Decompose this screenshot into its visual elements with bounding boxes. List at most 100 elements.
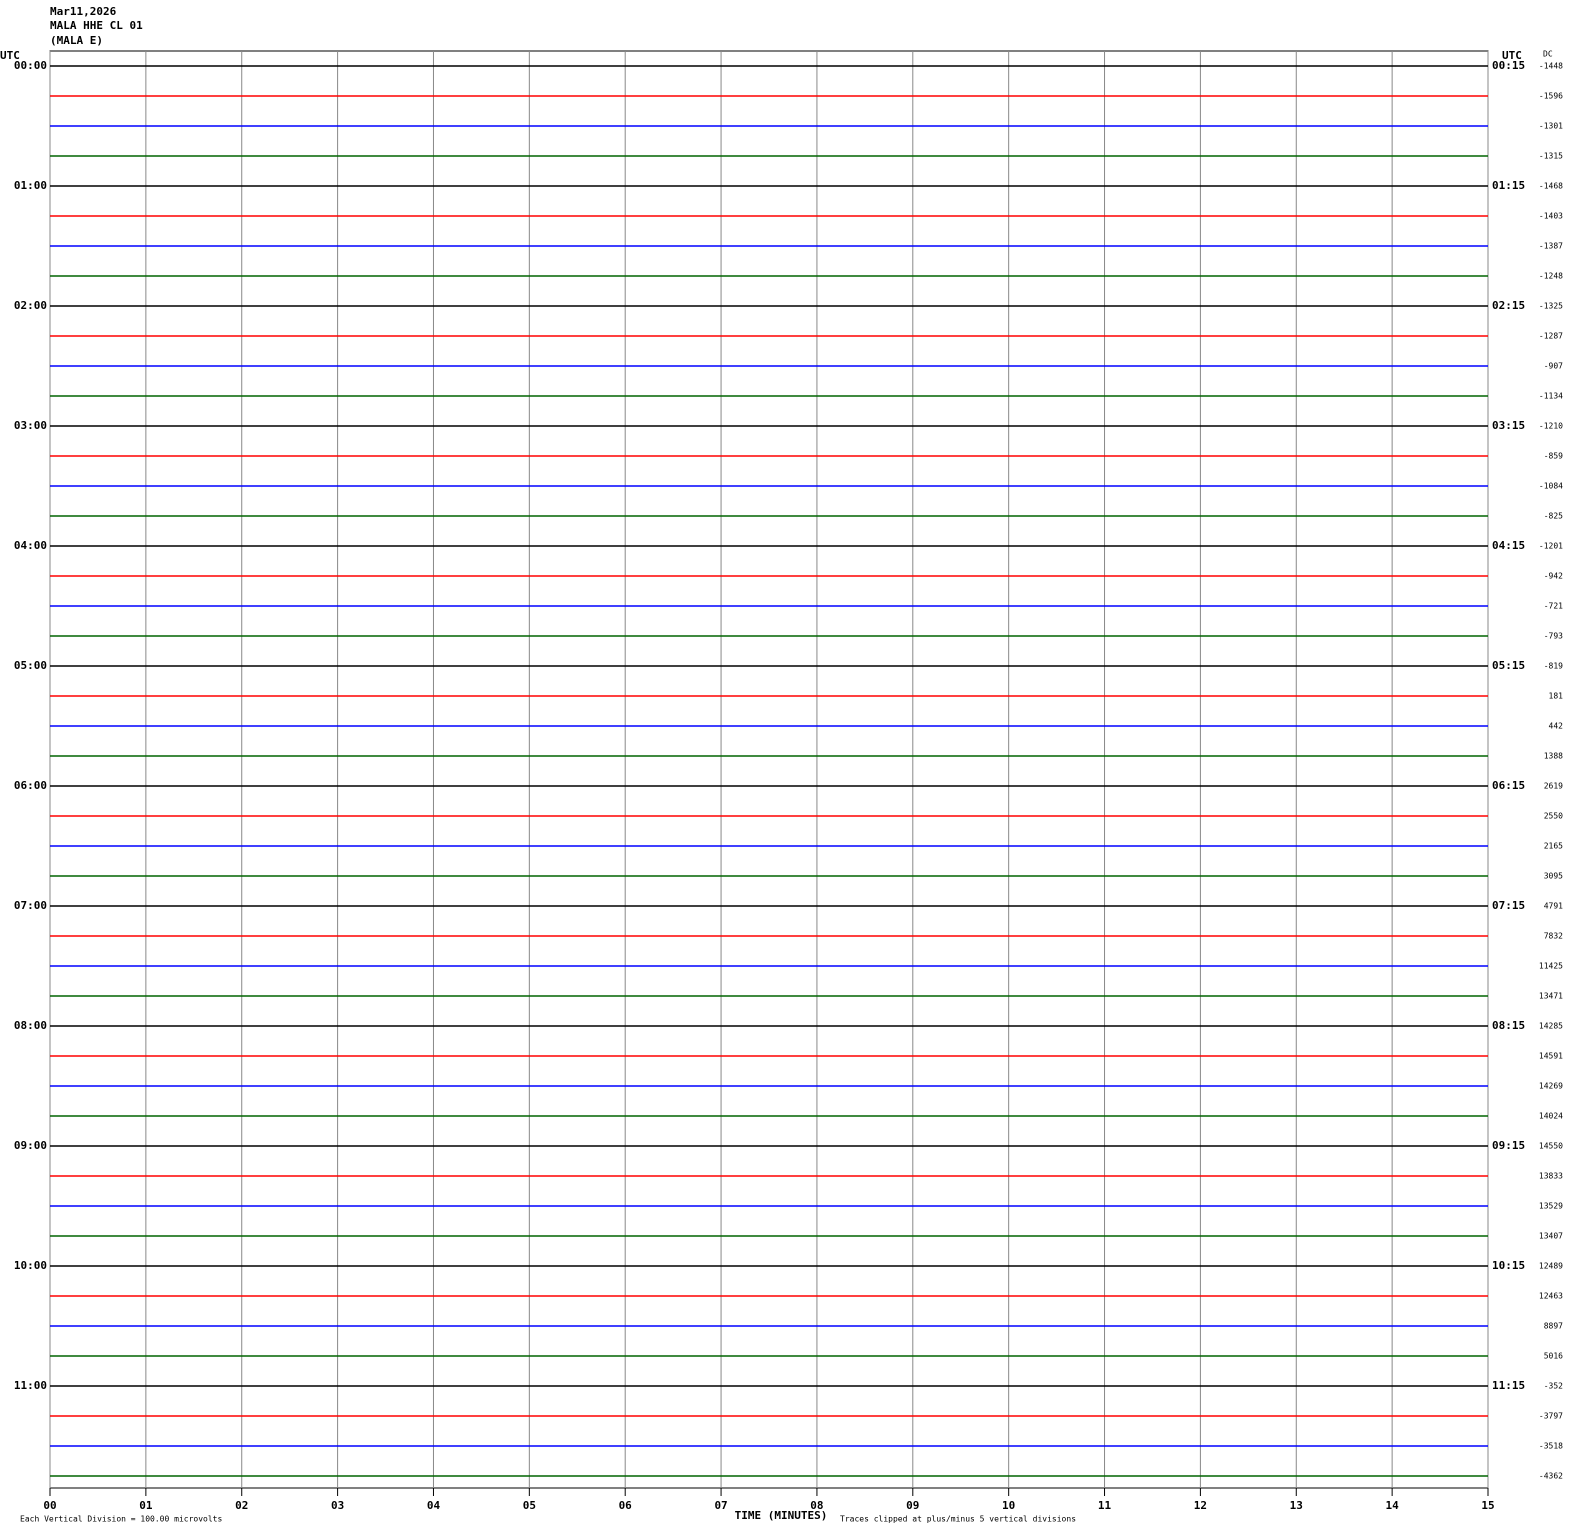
dc-value: -825 <box>1544 512 1563 521</box>
dc-value: 7832 <box>1544 932 1563 941</box>
dc-value: -1201 <box>1539 542 1563 551</box>
dc-value: 14285 <box>1539 1022 1563 1031</box>
dc-value: -4362 <box>1539 1472 1563 1481</box>
left-time-label: 06:00 <box>14 779 47 792</box>
right-time-label: 00:15 <box>1492 59 1525 72</box>
left-time-label: 09:00 <box>14 1139 47 1152</box>
right-time-label: 05:15 <box>1492 659 1525 672</box>
dc-value: 2550 <box>1544 812 1563 821</box>
dc-value: -1084 <box>1539 482 1563 491</box>
x-tick-label: 05 <box>523 1499 536 1512</box>
dc-value: 14024 <box>1539 1112 1563 1121</box>
clip-note: Traces clipped at plus/minus 5 vertical … <box>840 1515 1076 1524</box>
dc-value: 12463 <box>1539 1292 1563 1301</box>
dc-value: -907 <box>1544 362 1563 371</box>
dc-value: -1596 <box>1539 92 1563 101</box>
dc-value: -1325 <box>1539 302 1563 311</box>
x-tick-label: 03 <box>331 1499 344 1512</box>
left-time-label: 11:00 <box>14 1379 47 1392</box>
left-time-label: 02:00 <box>14 299 47 312</box>
left-time-label: 00:00 <box>14 59 47 72</box>
right-time-label: 09:15 <box>1492 1139 1525 1152</box>
dc-value: -1248 <box>1539 272 1563 281</box>
dc-value: -1448 <box>1539 62 1563 71</box>
dc-value: 11425 <box>1539 962 1563 971</box>
x-tick-label: 11 <box>1098 1499 1112 1512</box>
dc-value: -819 <box>1544 662 1563 671</box>
right-time-label: 07:15 <box>1492 899 1525 912</box>
x-tick-label: 13 <box>1290 1499 1303 1512</box>
right-time-label: 10:15 <box>1492 1259 1525 1272</box>
dc-value: -1287 <box>1539 332 1563 341</box>
dc-value: 3095 <box>1544 872 1563 881</box>
dc-value: -1468 <box>1539 182 1563 191</box>
dc-value: 4791 <box>1544 902 1563 911</box>
dc-value: 13407 <box>1539 1232 1563 1241</box>
dc-value: -3518 <box>1539 1442 1563 1451</box>
dc-value: -1315 <box>1539 152 1563 161</box>
plot-frame <box>49 50 1489 1489</box>
right-time-label: 01:15 <box>1492 179 1525 192</box>
dc-value: 2165 <box>1544 842 1563 851</box>
dc-value: 13833 <box>1539 1172 1563 1181</box>
dc-value: 14550 <box>1539 1142 1563 1151</box>
x-tick-label: 00 <box>43 1499 56 1512</box>
dc-value: -793 <box>1544 632 1563 641</box>
dc-value: 14269 <box>1539 1082 1563 1091</box>
x-axis-label: TIME (MINUTES) <box>735 1509 828 1522</box>
dc-value: -352 <box>1544 1382 1563 1391</box>
dc-value: -859 <box>1544 452 1563 461</box>
dc-value: 8897 <box>1544 1322 1563 1331</box>
right-time-label: 02:15 <box>1492 299 1525 312</box>
dc-value: 5016 <box>1544 1352 1563 1361</box>
dc-value: 13529 <box>1539 1202 1563 1211</box>
dc-value: -1301 <box>1539 122 1563 131</box>
left-time-label: 05:00 <box>14 659 47 672</box>
dc-value: -1210 <box>1539 422 1563 431</box>
right-time-label: 11:15 <box>1492 1379 1525 1392</box>
chart-title: Mar11,2026 <box>50 5 117 18</box>
left-time-label: 08:00 <box>14 1019 47 1032</box>
dc-value: 181 <box>1549 692 1564 701</box>
x-tick-label: 04 <box>427 1499 441 1512</box>
x-tick-label: 10 <box>1002 1499 1015 1512</box>
right-time-label: 03:15 <box>1492 419 1525 432</box>
left-time-label: 10:00 <box>14 1259 47 1272</box>
dc-value: 1388 <box>1544 752 1563 761</box>
dc-value: 14591 <box>1539 1052 1563 1061</box>
x-tick-label: 07 <box>714 1499 727 1512</box>
left-time-label: 04:00 <box>14 539 47 552</box>
x-tick-label: 14 <box>1386 1499 1400 1512</box>
dc-value: -1403 <box>1539 212 1563 221</box>
x-tick-label: 01 <box>139 1499 153 1512</box>
dc-value: 13471 <box>1539 992 1563 1001</box>
chart-subtitle: MALA HHE CL 01 <box>50 19 143 32</box>
dc-value: -942 <box>1544 572 1563 581</box>
right-time-label: 04:15 <box>1492 539 1525 552</box>
dc-value: 2619 <box>1544 782 1563 791</box>
x-tick-label: 12 <box>1194 1499 1207 1512</box>
left-time-label: 07:00 <box>14 899 47 912</box>
dc-value: -3797 <box>1539 1412 1563 1421</box>
dc-value: -1387 <box>1539 242 1563 251</box>
dc-value: 442 <box>1549 722 1564 731</box>
dc-label: DC <box>1543 50 1553 59</box>
dc-value: 12489 <box>1539 1262 1563 1271</box>
x-tick-label: 06 <box>619 1499 633 1512</box>
right-time-label: 06:15 <box>1492 779 1525 792</box>
scale-note: Each Vertical Division = 100.00 microvol… <box>20 1515 222 1524</box>
right-axis-label: UTC <box>1502 49 1522 62</box>
left-time-label: 01:00 <box>14 179 47 192</box>
left-time-label: 03:00 <box>14 419 47 432</box>
x-tick-label: 08 <box>810 1499 823 1512</box>
x-tick-label: 02 <box>235 1499 248 1512</box>
left-axis-label: UTC <box>0 49 20 62</box>
dc-value: -721 <box>1544 602 1563 611</box>
x-tick-label: 09 <box>906 1499 919 1512</box>
right-time-label: 08:15 <box>1492 1019 1525 1032</box>
dc-value: -1134 <box>1539 392 1563 401</box>
station: (MALA E) <box>50 34 103 47</box>
x-tick-label: 15 <box>1481 1499 1494 1512</box>
